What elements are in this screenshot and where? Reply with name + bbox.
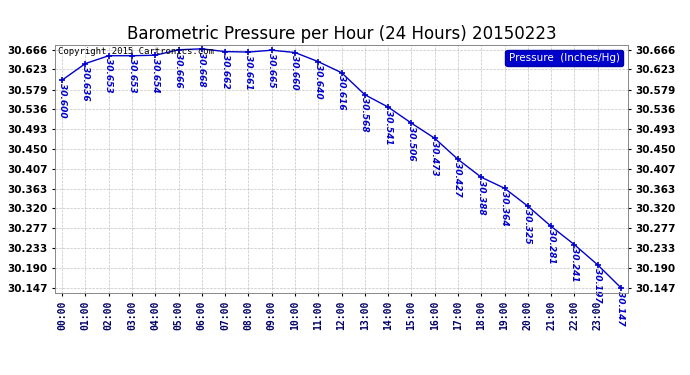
Text: 30.541: 30.541	[384, 110, 393, 144]
Text: 30.506: 30.506	[407, 126, 416, 160]
Legend: Pressure  (Inches/Hg): Pressure (Inches/Hg)	[506, 50, 622, 66]
Text: 30.654: 30.654	[151, 58, 160, 93]
Text: 30.427: 30.427	[453, 162, 462, 197]
Text: 30.665: 30.665	[267, 53, 276, 88]
Text: 30.661: 30.661	[244, 55, 253, 90]
Text: 30.364: 30.364	[500, 191, 509, 226]
Text: 30.197: 30.197	[593, 268, 602, 302]
Text: 30.640: 30.640	[314, 64, 323, 99]
Text: 30.636: 30.636	[81, 66, 90, 101]
Title: Barometric Pressure per Hour (24 Hours) 20150223: Barometric Pressure per Hour (24 Hours) …	[127, 26, 556, 44]
Text: 30.653: 30.653	[104, 58, 113, 93]
Text: 30.616: 30.616	[337, 75, 346, 110]
Text: 30.668: 30.668	[197, 52, 206, 86]
Text: 30.388: 30.388	[477, 180, 486, 214]
Text: 30.662: 30.662	[221, 54, 230, 89]
Text: 30.600: 30.600	[58, 83, 67, 117]
Text: 30.325: 30.325	[523, 209, 532, 243]
Text: 30.473: 30.473	[430, 141, 439, 176]
Text: 30.666: 30.666	[174, 53, 183, 87]
Text: Copyright 2015 Cartronics.com: Copyright 2015 Cartronics.com	[58, 48, 214, 57]
Text: 30.241: 30.241	[570, 248, 579, 282]
Text: 30.653: 30.653	[128, 58, 137, 93]
Text: 30.568: 30.568	[360, 98, 369, 132]
Text: 30.281: 30.281	[546, 229, 555, 264]
Text: 30.147: 30.147	[616, 291, 625, 325]
Text: 30.660: 30.660	[290, 55, 299, 90]
